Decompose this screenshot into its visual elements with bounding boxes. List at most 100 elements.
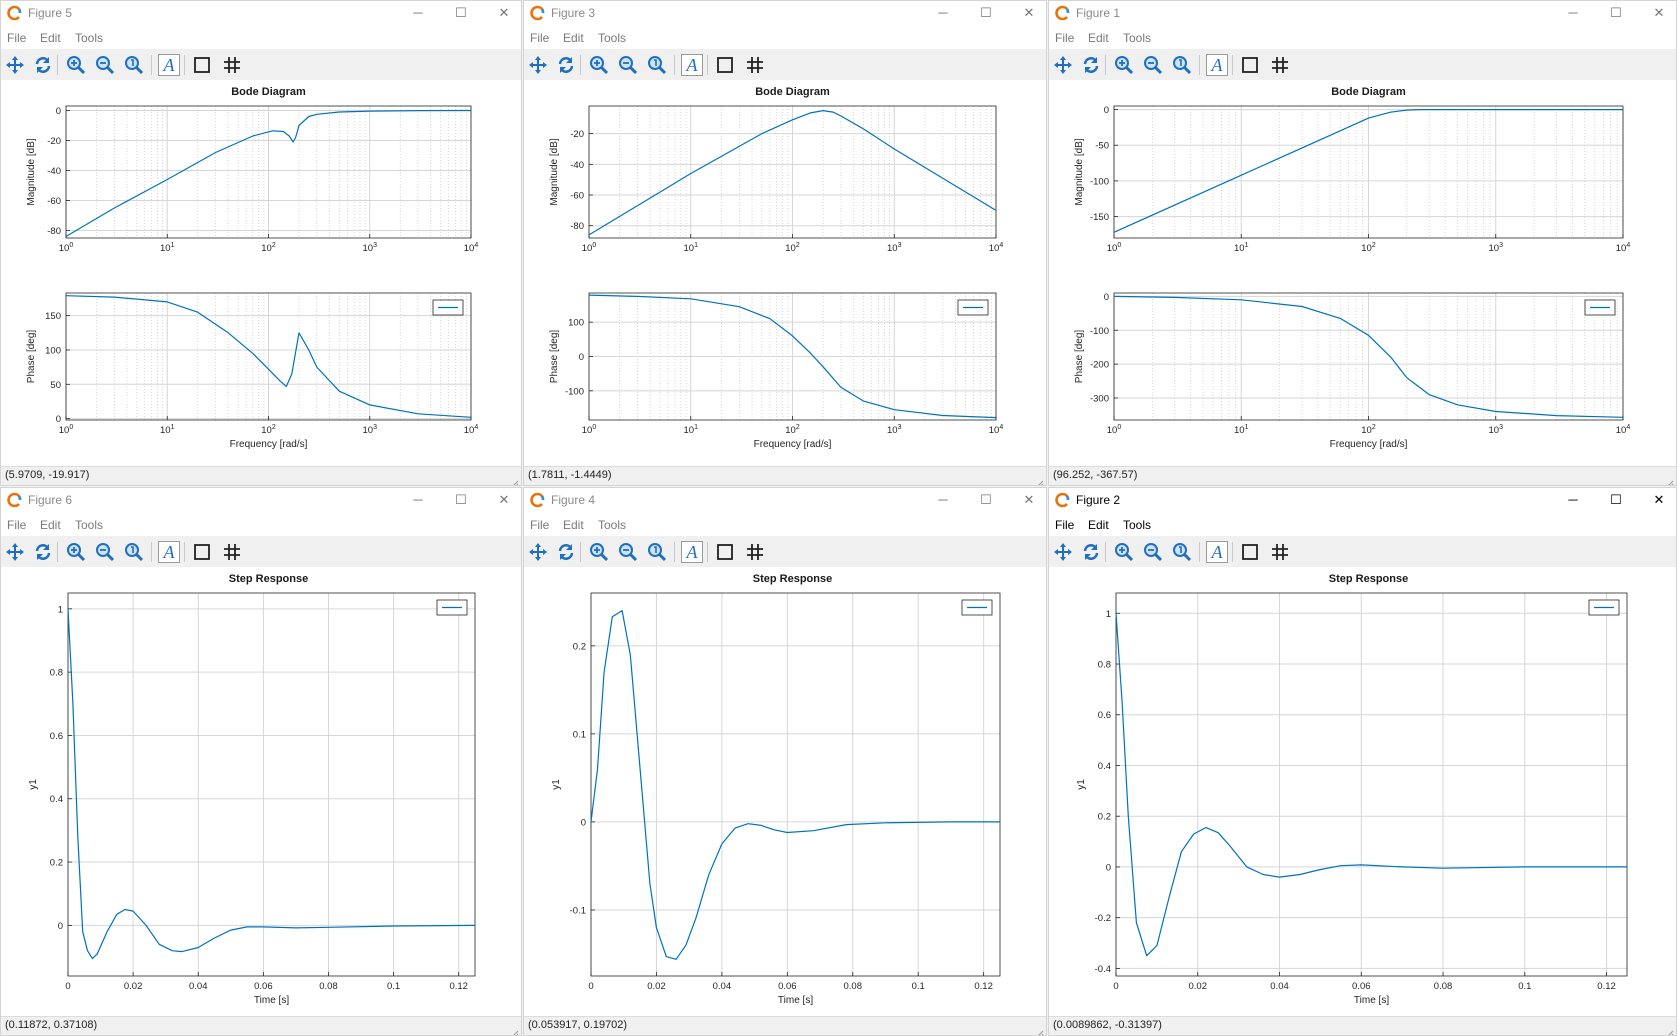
minimize-button[interactable]: ─ xyxy=(1568,5,1578,20)
zoom-reset-icon[interactable] xyxy=(645,540,669,564)
figure-window[interactable]: Figure 1 ─ ☐ ✕ File Edit Tools A Bode Diagram 100… xyxy=(1048,0,1677,486)
axes[interactable]: 100 101 102 103 104 0 -100 -200 -300 Phase [deg] F… xyxy=(1074,292,1630,450)
maximize-button[interactable]: ☐ xyxy=(1610,5,1622,20)
legend[interactable] xyxy=(957,299,989,316)
resize-grip-icon[interactable] xyxy=(511,475,519,485)
axes[interactable]: 0 0.02 0.04 0.06 0.08 0.1 0.12 -0.1 0 0.1 0.2 y1 Tim… xyxy=(551,592,1001,1006)
title-bar[interactable]: Figure 6 ─ ☐ ✕ xyxy=(1,488,521,513)
axes[interactable]: 0 0.02 0.04 0.06 0.08 0.1 0.12 -0.4 -0.2 0 0.2 0.4 0… xyxy=(1076,592,1628,1006)
zoom-in-icon[interactable] xyxy=(587,540,611,564)
figure-canvas[interactable]: Bode Diagram 100 101 102 103 104 0 -50 -100 -150 M… xyxy=(1049,81,1676,466)
menu-file[interactable]: File xyxy=(7,518,27,532)
figure-canvas[interactable]: Step Response 0 0.02 0.04 0.06 0.08 0.1 0.12 -0.… xyxy=(1049,568,1676,1016)
rotate-icon[interactable] xyxy=(31,53,55,77)
figure-canvas[interactable]: Step Response 0 0.02 0.04 0.06 0.08 0.1 0.12 -0.… xyxy=(524,568,1046,1016)
menu-tools[interactable]: Tools xyxy=(1123,518,1152,532)
grid-icon[interactable] xyxy=(743,540,767,564)
rotate-icon[interactable] xyxy=(554,540,578,564)
axes[interactable]: 100 101 102 103 104 100 0 -100 Phase [deg] Freque… xyxy=(549,292,1003,450)
rotate-icon[interactable] xyxy=(554,53,578,77)
menu-edit[interactable]: Edit xyxy=(1088,518,1109,532)
box-icon[interactable] xyxy=(713,53,737,77)
figure-canvas[interactable]: Bode Diagram 100 101 102 103 104 0 -20 -40 -60 -80… xyxy=(1,81,521,466)
zoom-in-icon[interactable] xyxy=(1112,540,1136,564)
axes[interactable]: 100 101 102 103 104 -20 -40 -60 -80 Magnitude [dB… xyxy=(549,105,1003,254)
menu-file[interactable]: File xyxy=(1055,31,1075,45)
figure-canvas[interactable]: Bode Diagram 100 101 102 103 104 -20 -40 -60 -80 M… xyxy=(524,81,1046,466)
text-icon[interactable]: A xyxy=(1205,53,1229,77)
text-icon[interactable]: A xyxy=(157,540,181,564)
minimize-button[interactable]: ─ xyxy=(413,492,423,507)
legend[interactable] xyxy=(436,599,468,616)
figure-window[interactable]: Figure 6 ─ ☐ ✕ File Edit Tools A Step Response 0 0… xyxy=(0,487,522,1036)
zoom-out-icon[interactable] xyxy=(93,540,117,564)
menu-edit[interactable]: Edit xyxy=(40,518,61,532)
rotate-icon[interactable] xyxy=(1079,540,1103,564)
resize-grip-icon[interactable] xyxy=(1036,475,1044,485)
box-icon[interactable] xyxy=(1238,540,1262,564)
zoom-out-icon[interactable] xyxy=(616,540,640,564)
title-bar[interactable]: Figure 1 ─ ☐ ✕ xyxy=(1049,1,1676,26)
zoom-reset-icon[interactable] xyxy=(1170,53,1194,77)
title-bar[interactable]: Figure 5 ─ ☐ ✕ xyxy=(1,1,521,26)
menu-tools[interactable]: Tools xyxy=(75,518,104,532)
grid-icon[interactable] xyxy=(220,540,244,564)
maximize-button[interactable]: ☐ xyxy=(980,492,992,507)
figure-canvas[interactable]: Step Response 0 0.02 0.04 0.06 0.08 0.1 0.12 0 0.… xyxy=(1,568,521,1016)
text-icon[interactable]: A xyxy=(680,540,704,564)
rotate-icon[interactable] xyxy=(31,540,55,564)
close-button[interactable]: ✕ xyxy=(1023,492,1035,507)
box-icon[interactable] xyxy=(190,540,214,564)
axes[interactable]: 100 101 102 103 104 0 -20 -40 -60 -80 Magnitude [d… xyxy=(26,105,478,254)
pan-icon[interactable] xyxy=(1051,53,1075,77)
pan-icon[interactable] xyxy=(1051,540,1075,564)
zoom-out-icon[interactable] xyxy=(616,53,640,77)
zoom-out-icon[interactable] xyxy=(93,53,117,77)
grid-icon[interactable] xyxy=(1268,53,1292,77)
close-button[interactable]: ✕ xyxy=(1023,5,1035,20)
menu-tools[interactable]: Tools xyxy=(75,31,104,45)
resize-grip-icon[interactable] xyxy=(1666,475,1674,485)
maximize-button[interactable]: ☐ xyxy=(455,492,467,507)
maximize-button[interactable]: ☐ xyxy=(1610,492,1622,507)
legend[interactable] xyxy=(961,599,993,616)
close-button[interactable]: ✕ xyxy=(1653,492,1665,507)
menu-edit[interactable]: Edit xyxy=(40,31,61,45)
title-bar[interactable]: Figure 3 ─ ☐ ✕ xyxy=(524,1,1046,26)
box-icon[interactable] xyxy=(190,53,214,77)
zoom-in-icon[interactable] xyxy=(1112,53,1136,77)
zoom-reset-icon[interactable] xyxy=(122,540,146,564)
figure-window[interactable]: Figure 3 ─ ☐ ✕ File Edit Tools A Bode Diagram 100… xyxy=(523,0,1047,486)
box-icon[interactable] xyxy=(1238,53,1262,77)
zoom-out-icon[interactable] xyxy=(1141,540,1165,564)
grid-icon[interactable] xyxy=(1268,540,1292,564)
minimize-button[interactable]: ─ xyxy=(413,5,423,20)
close-button[interactable]: ✕ xyxy=(498,492,510,507)
pan-icon[interactable] xyxy=(3,540,27,564)
zoom-reset-icon[interactable] xyxy=(122,53,146,77)
menu-edit[interactable]: Edit xyxy=(1088,31,1109,45)
resize-grip-icon[interactable] xyxy=(1666,1025,1674,1035)
menu-file[interactable]: File xyxy=(530,31,550,45)
box-icon[interactable] xyxy=(713,540,737,564)
close-button[interactable]: ✕ xyxy=(498,5,510,20)
text-icon[interactable]: A xyxy=(157,53,181,77)
pan-icon[interactable] xyxy=(3,53,27,77)
maximize-button[interactable]: ☐ xyxy=(455,5,467,20)
minimize-button[interactable]: ─ xyxy=(938,5,948,20)
legend[interactable] xyxy=(432,299,464,316)
menu-tools[interactable]: Tools xyxy=(598,31,627,45)
axes[interactable]: 100 101 102 103 104 0 50 100 150 Phase [deg] Frequ… xyxy=(26,292,478,450)
close-button[interactable]: ✕ xyxy=(1653,5,1665,20)
legend[interactable] xyxy=(1588,599,1620,616)
zoom-in-icon[interactable] xyxy=(64,540,88,564)
zoom-reset-icon[interactable] xyxy=(645,53,669,77)
zoom-reset-icon[interactable] xyxy=(1170,540,1194,564)
menu-edit[interactable]: Edit xyxy=(563,31,584,45)
zoom-in-icon[interactable] xyxy=(64,53,88,77)
maximize-button[interactable]: ☐ xyxy=(980,5,992,20)
rotate-icon[interactable] xyxy=(1079,53,1103,77)
menu-edit[interactable]: Edit xyxy=(563,518,584,532)
axes[interactable]: 0 0.02 0.04 0.06 0.08 0.1 0.12 0 0.2 0.4 0.6 0.8 1 y1… xyxy=(28,592,476,1006)
figure-window[interactable]: Figure 4 ─ ☐ ✕ File Edit Tools A Step Response 0 0… xyxy=(523,487,1047,1036)
